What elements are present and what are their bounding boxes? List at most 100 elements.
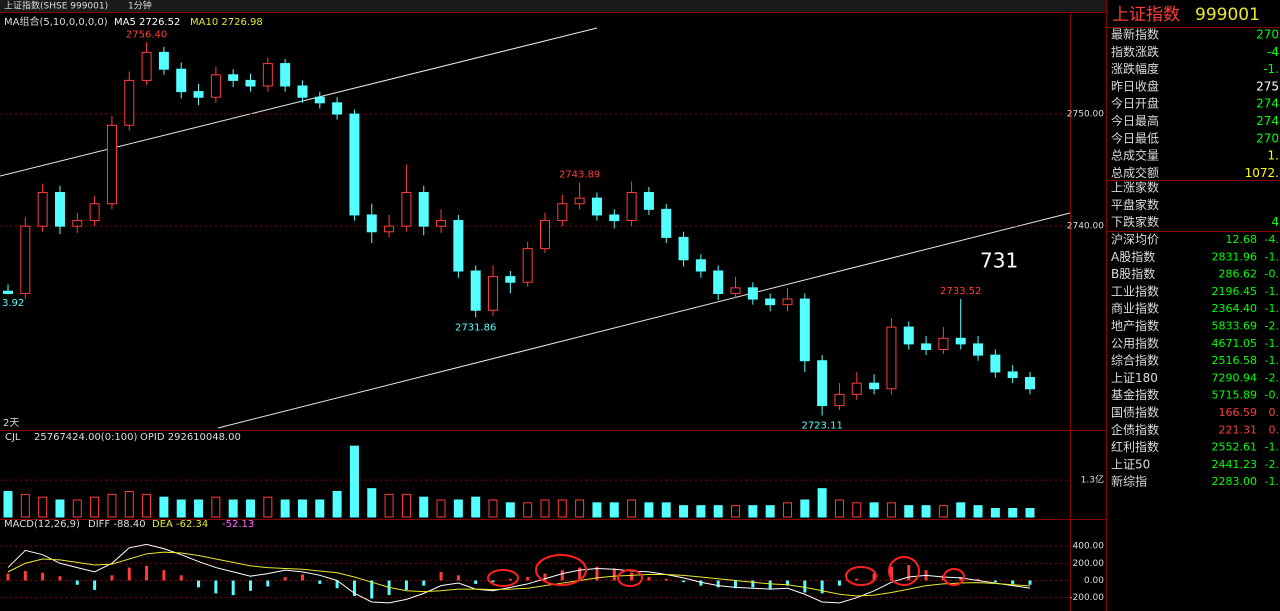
toolbar	[0, 0, 1106, 12]
legend: OPID 292610048.00	[140, 432, 241, 443]
volume-bar	[731, 505, 741, 518]
legend: -52.13	[222, 519, 254, 530]
volume-bar	[367, 488, 377, 518]
y-tick-label: 200.00	[1073, 559, 1105, 569]
candle-body	[1025, 377, 1035, 390]
index-name: 基金指数	[1111, 387, 1159, 402]
trend-line	[217, 212, 1071, 429]
quote-label: 总成交额	[1111, 165, 1159, 180]
quote-value: 270	[1256, 131, 1279, 145]
volume-bar	[834, 499, 844, 518]
quote-value: 270	[1256, 28, 1279, 42]
volume-bar	[1025, 508, 1035, 518]
candle-body	[158, 51, 169, 70]
quote-label: 涨跌幅度	[1111, 61, 1159, 76]
candle-body	[245, 79, 256, 87]
index-change: -1.	[1265, 337, 1279, 350]
candle-body	[141, 51, 152, 81]
candle-body	[20, 225, 31, 294]
toolbar-title[interactable]: 上证指数(SHSE 999001)	[4, 0, 108, 12]
candle-body	[799, 298, 810, 362]
volume-bar	[211, 496, 221, 518]
index-name: 企债指数	[1111, 422, 1159, 437]
volume-bar	[990, 508, 1000, 518]
volume-bar	[159, 496, 169, 518]
candle-body	[54, 192, 65, 227]
highlight	[943, 568, 965, 586]
price-annotation: 2743.89	[559, 170, 600, 181]
candle-body	[661, 208, 672, 238]
candle-body	[3, 290, 13, 294]
candle-body	[418, 192, 429, 227]
legend: 25767424.00(0:100)	[34, 432, 138, 443]
volume-bar	[72, 499, 82, 518]
volume-bar	[748, 505, 758, 518]
candle-body	[695, 259, 706, 272]
volume-bar	[488, 499, 498, 518]
volume-bar	[142, 493, 152, 518]
panel-code: 999001	[1195, 5, 1260, 25]
quote-value: -4	[1267, 45, 1279, 59]
candle-body	[1007, 371, 1018, 379]
candle-body	[176, 68, 187, 93]
volume-bar	[817, 488, 827, 518]
price-annotation: 2733.52	[940, 286, 981, 297]
index-value: 5715.89	[1212, 389, 1258, 402]
index-value: 2441.23	[1212, 458, 1258, 471]
volume-bar	[679, 505, 689, 518]
candle-body	[921, 343, 932, 351]
highlight	[617, 569, 643, 587]
quote-label: 最新指数	[1111, 27, 1159, 42]
quote-label: 指数涨跌	[1111, 44, 1159, 59]
candle-body	[505, 276, 516, 283]
highlight	[888, 556, 920, 586]
index-name: 商业指数	[1111, 301, 1159, 316]
quote-panel: 上证指数 999001 最新指数 270 指数涨跌 -4 涨跌幅度 -1. 昨日收盘 275 今…	[1107, 5, 1280, 489]
candle-body	[643, 192, 654, 210]
quote-value: -1.	[1263, 62, 1279, 76]
volume-bar	[609, 502, 619, 518]
volume-bar	[575, 499, 585, 518]
index-change: -1.	[1265, 354, 1279, 367]
candle-body	[384, 225, 395, 233]
volume-bar	[453, 499, 463, 518]
index-name: 公用指数	[1111, 335, 1159, 350]
volume-bar	[765, 505, 775, 518]
index-change: 0.	[1269, 406, 1280, 419]
highlight	[845, 566, 877, 586]
volume-bar	[38, 496, 48, 518]
period-selector[interactable]: 1分钟	[128, 0, 152, 12]
index-name: 红利指数	[1111, 439, 1159, 454]
candle-body	[955, 337, 966, 345]
volume-bar	[55, 499, 65, 518]
volume-bar	[557, 499, 567, 518]
volume-bar	[315, 499, 325, 518]
index-value: 2516.58	[1212, 354, 1258, 367]
volume-bar	[1008, 508, 1018, 518]
quote-value: 1.	[1268, 149, 1279, 163]
y-tick-label: -200.00	[1069, 593, 1104, 603]
candle-body	[973, 343, 984, 356]
volume-bar	[869, 502, 879, 518]
breadth-label: 下跌家数	[1111, 214, 1159, 229]
volume-bar	[246, 499, 256, 518]
volume-bar	[419, 496, 429, 518]
index-value: 2196.45	[1212, 285, 1258, 298]
y-tick-label: 1.3亿	[1081, 474, 1104, 486]
index-change: -4.	[1265, 233, 1279, 246]
quote-label: 今日最低	[1111, 130, 1159, 145]
candle-body	[349, 113, 360, 216]
highlight	[535, 554, 587, 586]
plot: 2750.00 2740.00 2756.40 2731.86 2743.89 2723.…	[0, 29, 1105, 604]
panel-name: 上证指数	[1112, 5, 1180, 25]
volume-bar	[921, 505, 931, 518]
index-value: 5833.69	[1212, 320, 1258, 333]
candle-body	[730, 287, 741, 294]
volume-bar	[401, 493, 411, 518]
candle-body	[522, 248, 533, 283]
candle-body	[886, 326, 897, 390]
volume-bar	[3, 491, 13, 518]
quote-label: 今日开盘	[1111, 96, 1159, 111]
note: 731	[980, 249, 1018, 273]
